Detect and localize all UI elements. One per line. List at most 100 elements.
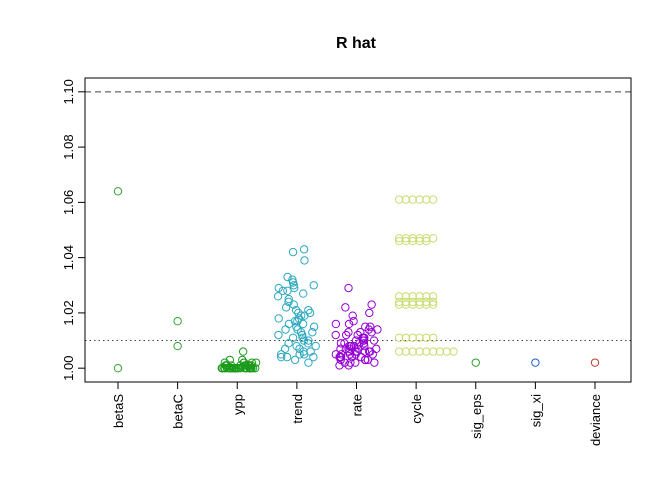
point-cycle — [415, 292, 424, 301]
point-trend — [274, 283, 283, 293]
y-tick-label: 1.10 — [61, 79, 76, 104]
point-cycle — [394, 292, 404, 301]
point-cycle — [428, 195, 438, 204]
x-tick-label-betaS: betaS — [111, 394, 126, 428]
point-cycle — [408, 292, 417, 301]
point-cycle — [435, 347, 445, 356]
x-tick-label-trend: trend — [290, 394, 305, 424]
point-trend — [281, 325, 290, 334]
point-trend — [300, 256, 309, 265]
x-axis: betaS betaC ypp trend rate cycle sig_eps sig_xi… — [111, 382, 603, 446]
point-ypp — [228, 363, 237, 373]
point-ypp — [217, 363, 226, 373]
point-rate — [364, 325, 374, 334]
point-trend — [281, 303, 291, 312]
point-cycle — [428, 234, 438, 243]
point-cycle — [408, 300, 417, 309]
x-tick-label-betaC: betaC — [171, 394, 186, 429]
point-trend — [304, 358, 313, 367]
point-rate — [344, 319, 354, 329]
point-rate — [348, 311, 357, 320]
point-ypp — [246, 363, 255, 373]
point-rate — [336, 352, 345, 362]
point-trend — [304, 336, 313, 345]
point-rate — [355, 339, 364, 348]
point-trend — [274, 314, 283, 323]
point-betaC — [173, 341, 182, 351]
point-cycle — [422, 195, 431, 204]
y-tick-label: 1.02 — [61, 300, 76, 325]
y-tick-label: 1.04 — [61, 245, 76, 270]
point-cycle — [415, 347, 424, 356]
point-rate — [359, 339, 369, 348]
point-rate — [373, 325, 382, 334]
point-rate — [336, 339, 346, 348]
point-cycle — [401, 347, 411, 356]
point-cycle — [401, 195, 411, 204]
y-tick-label: 1.08 — [61, 134, 76, 159]
y-tick-label: 1.00 — [61, 356, 76, 381]
point-trend — [303, 339, 313, 348]
point-sig_xi — [531, 358, 540, 367]
point-ypp — [242, 363, 252, 373]
point-rate — [335, 361, 344, 370]
point-rate — [344, 328, 353, 337]
point-cycle — [408, 347, 417, 356]
point-ypp — [222, 363, 232, 373]
point-cycle — [394, 195, 404, 204]
point-trend — [292, 341, 301, 351]
point-trend — [309, 322, 319, 331]
reference-lines — [85, 91, 631, 342]
point-betaS — [113, 187, 123, 196]
point-trend — [284, 294, 293, 304]
point-rate — [347, 341, 356, 351]
point-trend — [283, 272, 292, 282]
point-deviance — [590, 358, 600, 367]
point-trend — [290, 355, 300, 365]
point-trend — [282, 352, 292, 362]
point-rate — [336, 344, 345, 354]
point-trend — [299, 245, 309, 254]
point-trend — [309, 352, 318, 362]
point-cycle — [394, 347, 404, 356]
point-cycle — [408, 333, 417, 342]
point-trend — [273, 292, 283, 301]
point-trend — [288, 333, 298, 342]
point-rate — [368, 350, 377, 359]
point-rate — [341, 303, 350, 312]
point-ypp — [230, 363, 240, 373]
point-cycle — [449, 347, 458, 356]
point-cycle — [401, 333, 411, 342]
point-rate — [360, 355, 370, 365]
point-trend — [289, 281, 298, 290]
point-ypp — [240, 363, 250, 373]
point-rate — [359, 336, 369, 345]
point-cycle — [442, 347, 451, 356]
y-axis: 1.00 1.02 1.04 1.06 1.08 1.10 — [61, 79, 85, 381]
point-trend — [289, 300, 298, 309]
point-trend — [308, 328, 317, 337]
x-tick-label-ypp: ypp — [230, 394, 245, 415]
point-trend — [295, 350, 304, 359]
point-cycle — [394, 333, 404, 342]
x-tick-label-sig_xi: sig_xi — [528, 394, 543, 427]
point-cycle — [401, 300, 411, 309]
point-cycle — [415, 195, 424, 204]
x-tick-label-cycle: cycle — [409, 394, 424, 424]
point-cycle — [422, 333, 431, 342]
x-tick-label-rate: rate — [350, 394, 365, 416]
point-rate — [331, 330, 340, 340]
point-cycle — [408, 195, 417, 204]
point-cycle — [422, 347, 431, 356]
point-cycle — [428, 300, 438, 309]
point-rate — [349, 317, 358, 326]
point-cycle — [401, 292, 411, 301]
x-tick-label-deviance: deviance — [588, 394, 603, 446]
point-cycle — [415, 300, 424, 309]
point-ypp — [234, 363, 243, 373]
point-cycle — [401, 236, 411, 246]
point-trend — [309, 281, 318, 290]
point-trend — [311, 341, 320, 351]
point-rate — [345, 350, 355, 359]
